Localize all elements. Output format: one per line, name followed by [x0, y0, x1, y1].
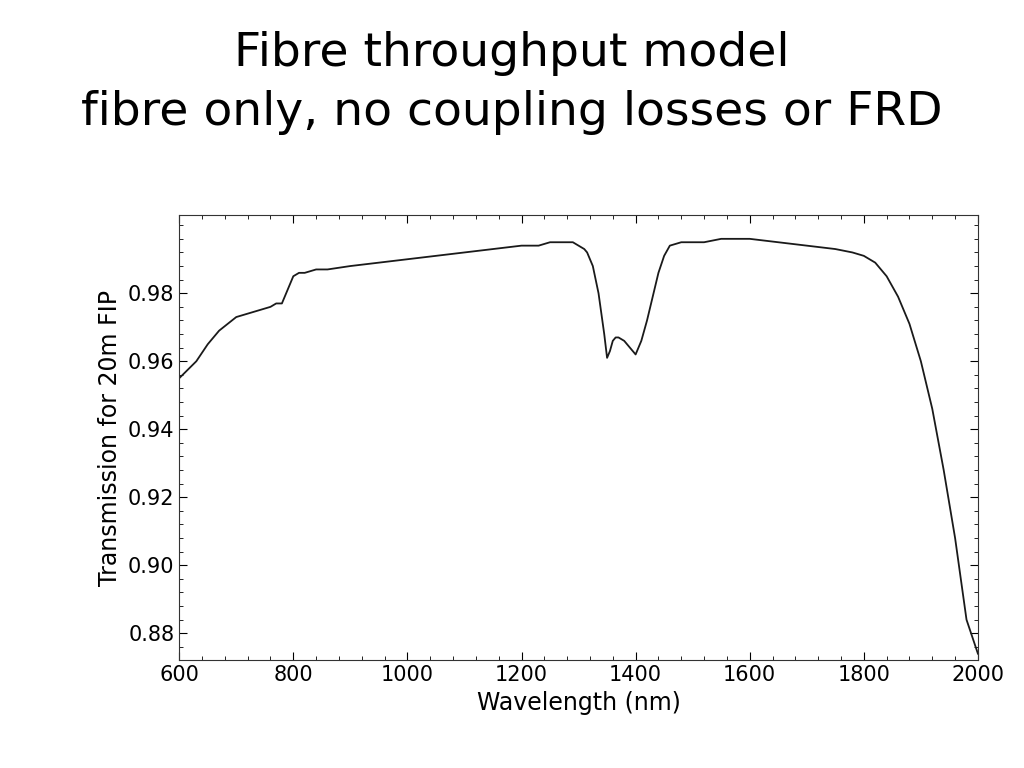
Text: Fibre throughput model
fibre only, no coupling losses or FRD: Fibre throughput model fibre only, no co…	[81, 31, 943, 134]
X-axis label: Wavelength (nm): Wavelength (nm)	[476, 691, 681, 715]
Y-axis label: Transmission for 20m FIP: Transmission for 20m FIP	[98, 290, 122, 586]
